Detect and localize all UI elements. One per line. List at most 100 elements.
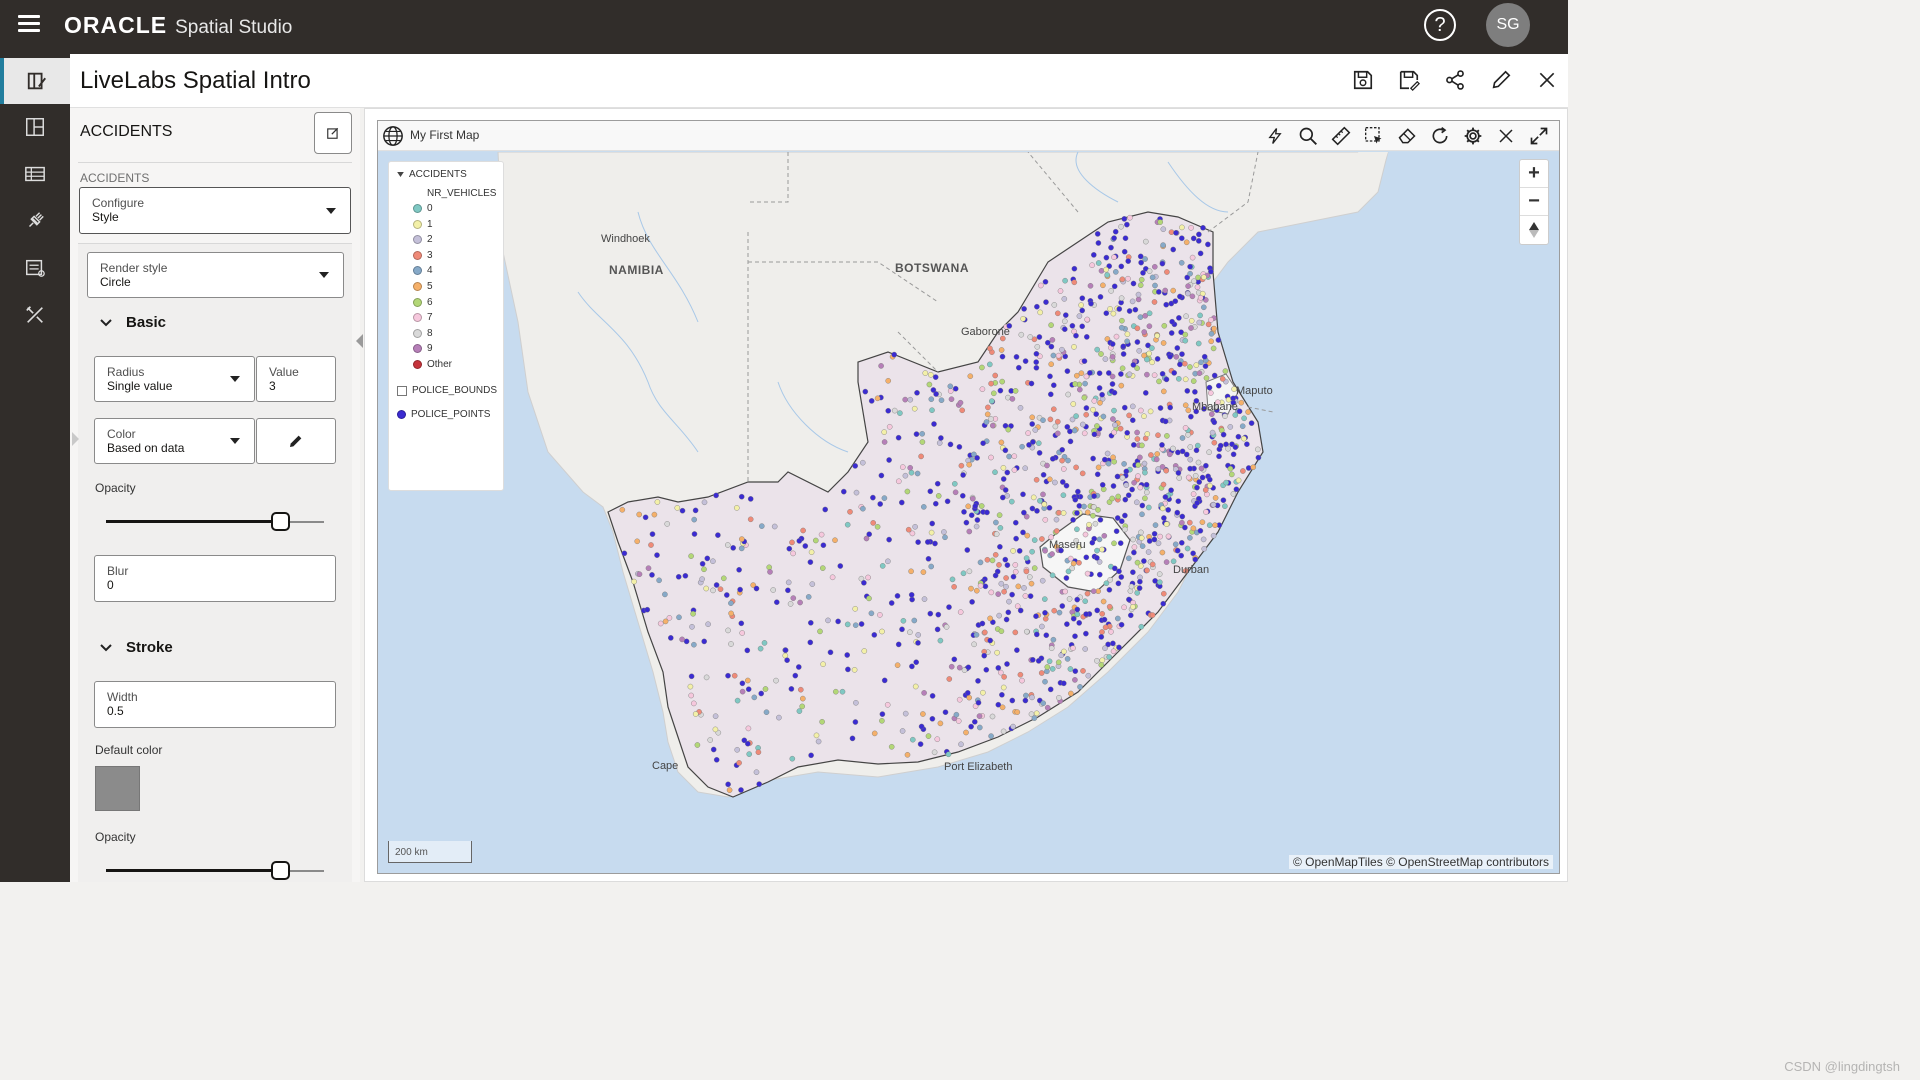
accident-point[interactable] <box>980 689 986 696</box>
police-point[interactable] <box>1159 260 1166 267</box>
accident-point[interactable] <box>1061 466 1067 472</box>
accident-point[interactable] <box>1031 565 1038 571</box>
accident-point[interactable] <box>1099 546 1105 553</box>
accident-point[interactable] <box>1229 471 1235 478</box>
accident-point[interactable] <box>1036 440 1042 447</box>
police-point[interactable] <box>1034 508 1040 514</box>
police-point[interactable] <box>1083 630 1089 637</box>
accident-point[interactable] <box>1076 559 1082 566</box>
accident-point[interactable] <box>739 630 746 636</box>
accident-point[interactable] <box>728 600 734 607</box>
accident-point[interactable] <box>1082 380 1088 387</box>
accident-point[interactable] <box>1023 568 1030 575</box>
police-point[interactable] <box>1063 575 1070 581</box>
police-point[interactable] <box>1094 607 1101 614</box>
accident-point[interactable] <box>891 407 898 414</box>
accident-point[interactable] <box>1029 414 1036 421</box>
accident-point[interactable] <box>1160 340 1167 346</box>
police-point[interactable] <box>747 496 754 502</box>
accident-point[interactable] <box>918 453 924 460</box>
police-point[interactable] <box>1106 263 1113 269</box>
accident-point[interactable] <box>1113 269 1119 275</box>
accident-point[interactable] <box>825 617 831 624</box>
accident-point[interactable] <box>1118 295 1125 301</box>
accident-point[interactable] <box>1148 452 1154 458</box>
accident-point[interactable] <box>1130 604 1136 610</box>
legend-layer-police-points[interactable]: POLICE_POINTS <box>397 409 490 420</box>
accident-point[interactable] <box>1157 579 1163 586</box>
police-point[interactable] <box>1179 539 1185 546</box>
accident-point[interactable] <box>1176 375 1182 382</box>
police-point[interactable] <box>1160 600 1167 607</box>
accident-point[interactable] <box>1196 370 1203 376</box>
accident-point[interactable] <box>710 587 716 594</box>
police-point[interactable] <box>1111 389 1118 396</box>
accident-point[interactable] <box>1206 522 1213 529</box>
accident-point[interactable] <box>1070 645 1076 651</box>
accident-point[interactable] <box>1146 350 1152 357</box>
accident-point[interactable] <box>991 390 997 397</box>
police-point[interactable] <box>965 690 971 696</box>
police-point[interactable] <box>1029 421 1036 427</box>
accident-point[interactable] <box>691 641 697 648</box>
police-point[interactable] <box>1004 469 1011 476</box>
police-point[interactable] <box>1111 283 1118 290</box>
police-point[interactable] <box>946 604 952 610</box>
police-point[interactable] <box>1163 376 1170 383</box>
accident-point[interactable] <box>1190 378 1197 384</box>
accident-point[interactable] <box>993 519 999 526</box>
avatar[interactable]: SG <box>1486 3 1530 47</box>
accident-point[interactable] <box>977 559 984 566</box>
police-point[interactable] <box>1027 593 1034 599</box>
police-point[interactable] <box>1179 448 1186 455</box>
police-point[interactable] <box>1097 294 1104 300</box>
accident-point[interactable] <box>1137 282 1144 288</box>
police-point[interactable] <box>1110 640 1116 647</box>
police-point[interactable] <box>1124 429 1131 436</box>
render-style-select[interactable]: Render style Circle <box>87 252 344 298</box>
police-point[interactable] <box>1083 554 1090 561</box>
accident-point[interactable] <box>1091 398 1098 404</box>
accident-point[interactable] <box>692 711 699 717</box>
accident-point[interactable] <box>948 663 955 670</box>
police-point[interactable] <box>1128 612 1134 619</box>
accident-point[interactable] <box>911 617 918 624</box>
accident-point[interactable] <box>1089 262 1095 268</box>
police-point[interactable] <box>1187 263 1193 270</box>
fullscreen-button[interactable] <box>1527 124 1551 148</box>
accident-point[interactable] <box>1109 353 1116 360</box>
police-point[interactable] <box>1064 368 1071 374</box>
accident-point[interactable] <box>731 672 738 679</box>
accident-point[interactable] <box>1025 430 1031 436</box>
accident-point[interactable] <box>1110 416 1116 422</box>
police-point[interactable] <box>862 388 869 395</box>
police-point[interactable] <box>1109 381 1116 387</box>
lightning-button[interactable] <box>1263 124 1287 148</box>
accident-point[interactable] <box>688 553 694 559</box>
accident-point[interactable] <box>1118 324 1125 331</box>
police-point[interactable] <box>1096 385 1103 391</box>
police-point[interactable] <box>870 494 876 501</box>
police-point[interactable] <box>1211 419 1218 426</box>
police-point[interactable] <box>736 566 742 573</box>
accident-point[interactable] <box>1082 531 1089 538</box>
accident-point[interactable] <box>1134 365 1140 371</box>
police-point[interactable] <box>1074 510 1080 516</box>
accident-point[interactable] <box>1126 555 1132 562</box>
share-button[interactable] <box>1442 66 1468 94</box>
accident-point[interactable] <box>907 396 914 403</box>
accident-point[interactable] <box>1006 453 1012 460</box>
accident-point[interactable] <box>955 718 962 724</box>
police-point[interactable] <box>1111 235 1117 241</box>
accident-point[interactable] <box>999 704 1006 711</box>
police-point[interactable] <box>1151 536 1158 543</box>
accident-point[interactable] <box>1072 381 1078 387</box>
accident-point[interactable] <box>1164 433 1170 439</box>
accident-point[interactable] <box>1198 465 1205 472</box>
accident-point[interactable] <box>1009 396 1016 402</box>
accident-point[interactable] <box>747 516 754 523</box>
accident-point[interactable] <box>1050 636 1057 643</box>
accident-point[interactable] <box>1083 411 1090 418</box>
accident-point[interactable] <box>1107 306 1113 312</box>
police-point[interactable] <box>942 709 949 716</box>
